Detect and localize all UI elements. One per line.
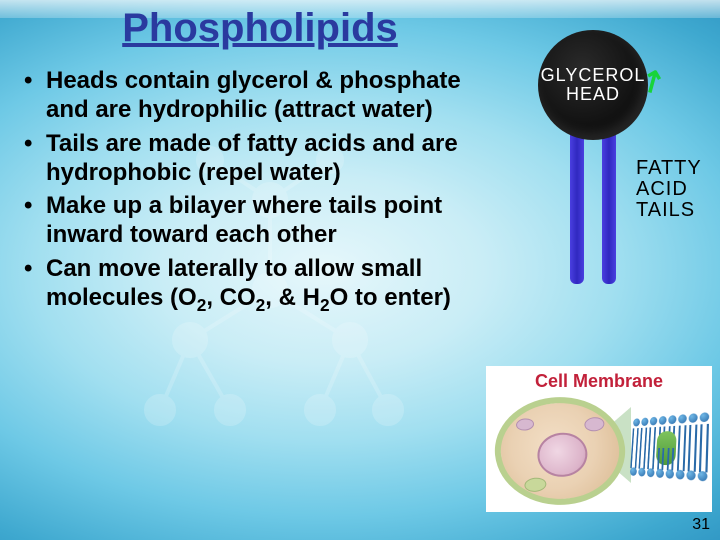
phospholipid-bilayer [630, 412, 710, 485]
head-label-line2: HEAD [566, 85, 620, 104]
cell-organelle [515, 418, 534, 432]
cell-organelle [524, 477, 547, 493]
slide-title: Phospholipids [0, 6, 520, 51]
bullet-text: Tails are made of fatty acids and are hy… [46, 130, 458, 186]
tails-label-line1: FATTY [636, 158, 702, 179]
cell-membrane-panel: Cell Membrane [486, 366, 712, 512]
bullet-text: Heads contain glycerol & phosphate and a… [46, 67, 461, 123]
fatty-acid-tail [602, 134, 616, 284]
phospholipid-diagram: GLYCEROL HEAD ↗ FATTY ACID TAILS [520, 30, 690, 290]
bullet-list: Heads contain glycerol & phosphate and a… [24, 66, 504, 320]
bullet-text: Make up a bilayer where tails point inwa… [46, 192, 442, 248]
bullet-item: Tails are made of fatty acids and are hy… [24, 129, 504, 188]
cell-nucleus [535, 430, 589, 479]
page-number: 31 [692, 516, 710, 534]
tails-label: FATTY ACID TAILS [636, 158, 702, 221]
membrane-zoom [628, 385, 710, 512]
cell-organelle [584, 416, 605, 432]
bullet-item: Heads contain glycerol & phosphate and a… [24, 66, 504, 125]
tails-label-line3: TAILS [636, 200, 702, 221]
fatty-acid-tail [570, 134, 584, 284]
bullet-item: Make up a bilayer where tails point inwa… [24, 191, 504, 250]
head-label-line1: GLYCEROL [541, 66, 646, 85]
tails-label-line2: ACID [636, 179, 702, 200]
bullet-text: Can move laterally to allow small molecu… [46, 255, 451, 311]
bullet-item: Can move laterally to allow small molecu… [24, 254, 504, 316]
glycerol-head: GLYCEROL HEAD [538, 30, 648, 140]
bilayer-heads-bottom [630, 467, 708, 485]
